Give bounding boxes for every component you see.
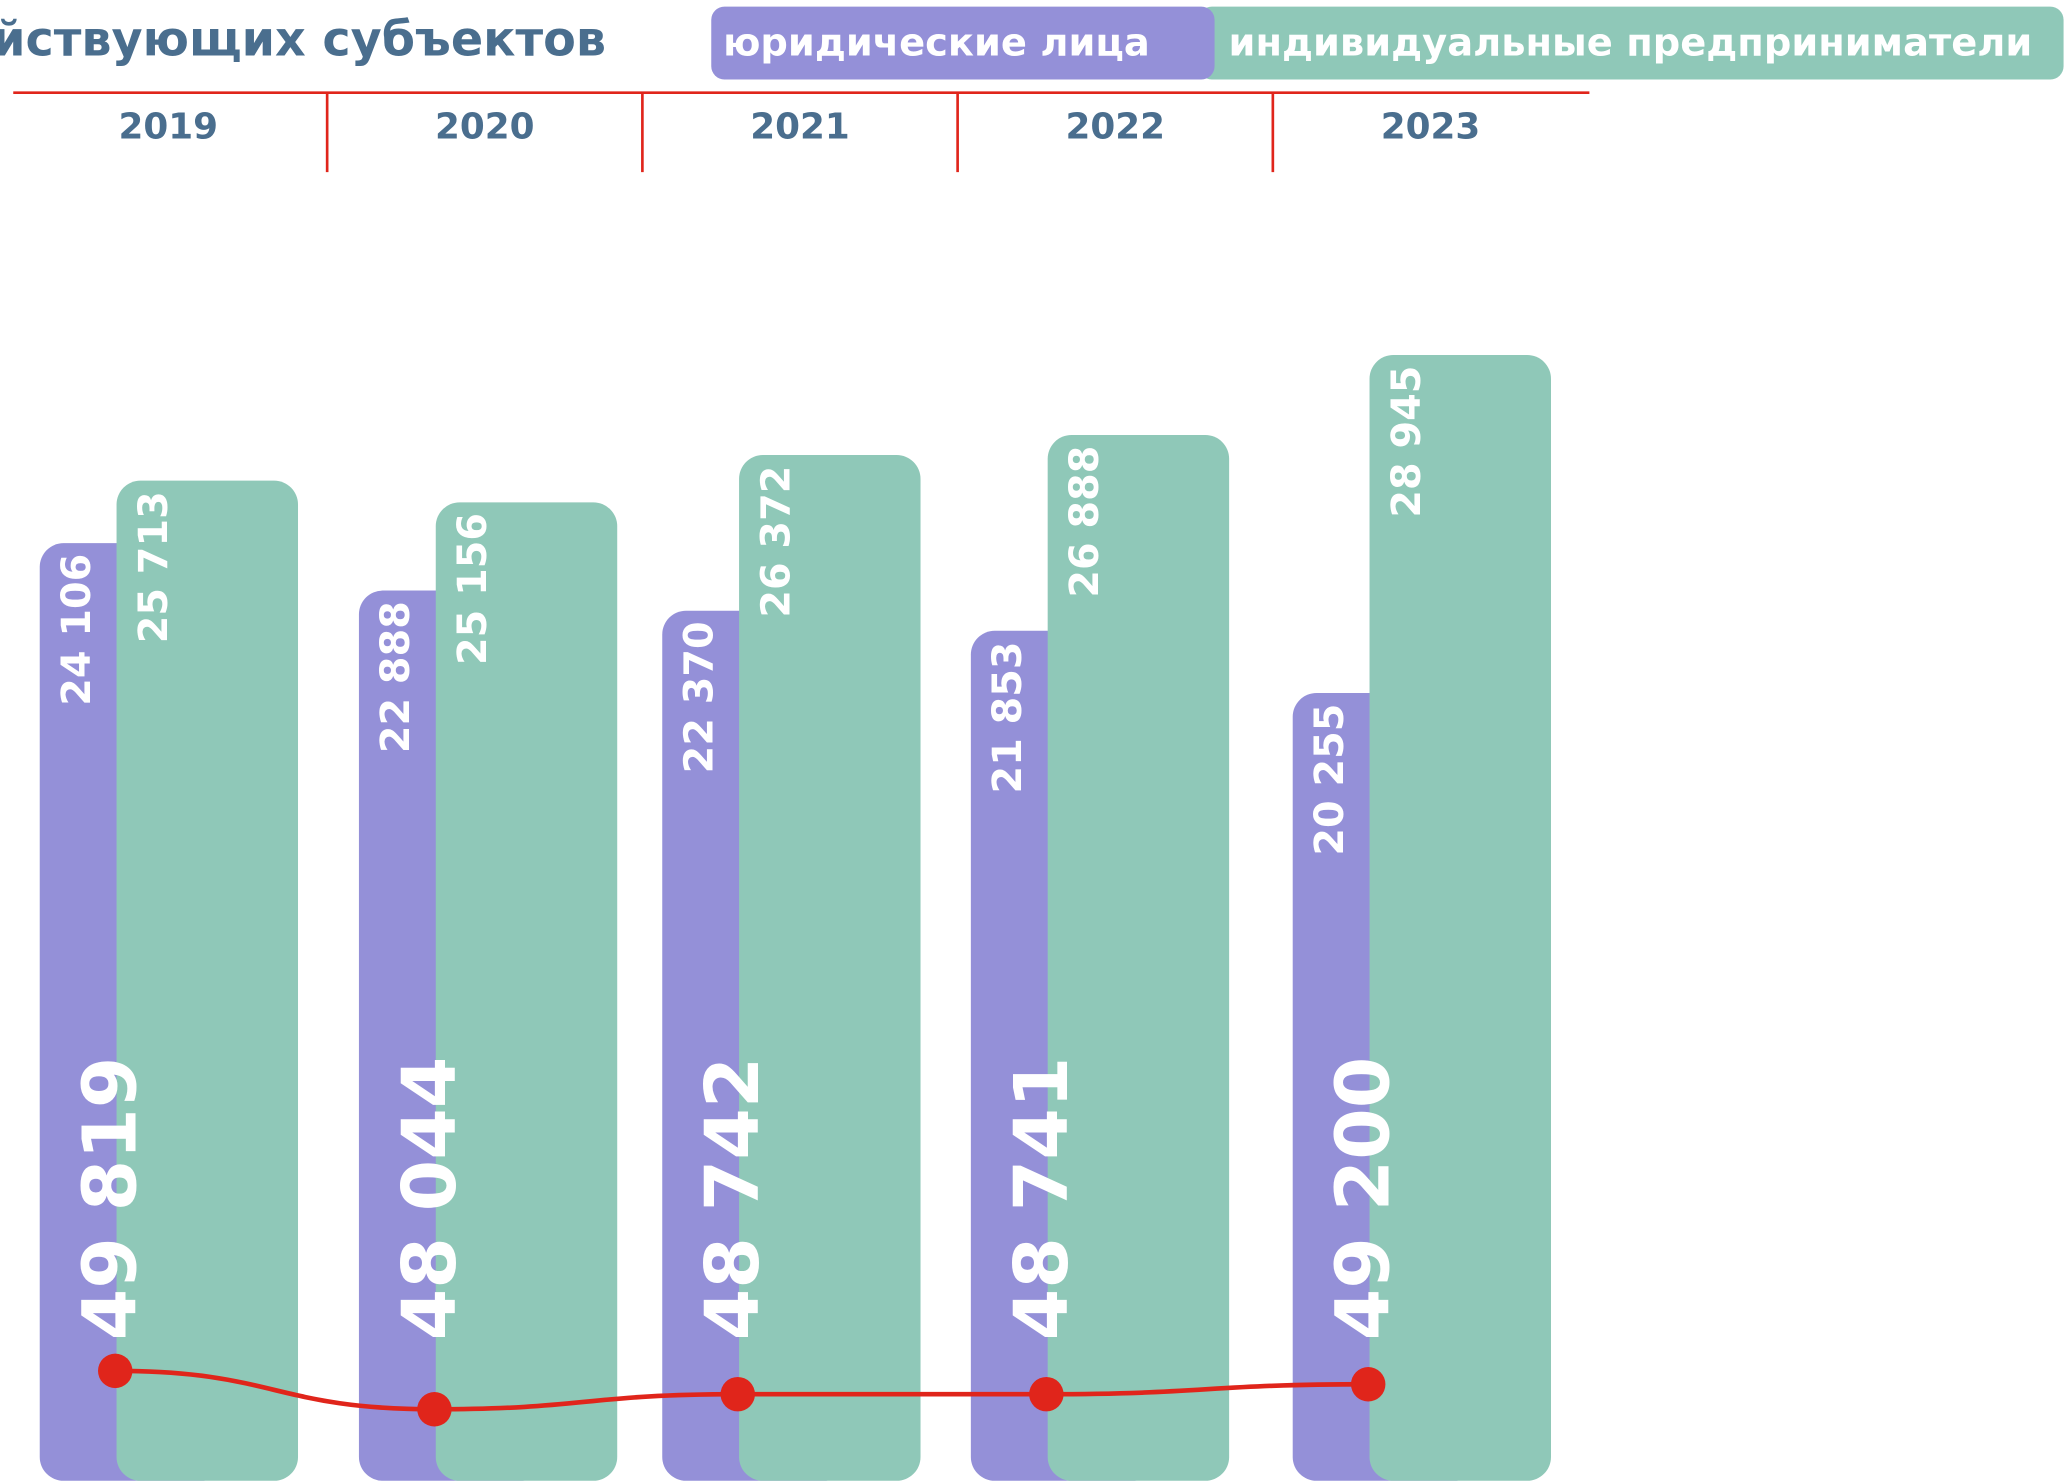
chart-title: йствующих субъектов <box>0 12 606 67</box>
value-label: 22 888 <box>373 601 419 753</box>
chart-body: йствующих субъектов юридические лица инд… <box>0 6 2064 1481</box>
total-point <box>1350 1367 1386 1402</box>
legend-swatch <box>1198 6 2064 80</box>
value-label: 22 370 <box>676 621 722 773</box>
total-label: 49 200 <box>1321 1057 1407 1341</box>
total-point <box>720 1376 755 1412</box>
x-tick-label: 2023 <box>1381 106 1481 147</box>
total-point <box>98 1353 133 1389</box>
bar <box>435 502 618 1481</box>
bar <box>116 480 299 1481</box>
value-label: 26 372 <box>753 466 799 618</box>
legend-label: индивидуальные предприниматели <box>1229 21 2033 66</box>
x-tick-label: 2020 <box>435 106 535 147</box>
x-tick-label: 2022 <box>1065 106 1165 147</box>
total-point <box>417 1392 452 1427</box>
x-tick-label: 2021 <box>750 106 850 147</box>
total-label: 48 044 <box>387 1057 473 1341</box>
bar <box>1369 354 1551 1481</box>
value-label: 21 853 <box>985 641 1031 793</box>
value-label: 20 255 <box>1307 704 1353 856</box>
value-label: 28 945 <box>1384 366 1430 518</box>
total-label: 49 819 <box>68 1057 154 1341</box>
x-tick-label: 2019 <box>118 106 217 147</box>
value-label: 25 713 <box>131 491 177 643</box>
value-label: 24 106 <box>54 554 100 706</box>
total-point <box>1029 1376 1064 1412</box>
total-label: 48 741 <box>999 1057 1085 1341</box>
value-label: 25 156 <box>450 513 496 665</box>
legend-label: юридические лица <box>723 21 1150 66</box>
bar <box>1047 434 1230 1481</box>
bar <box>739 455 921 1481</box>
legend-swatch <box>711 6 1215 80</box>
total-label: 48 742 <box>690 1057 776 1341</box>
value-label: 26 888 <box>1062 446 1108 598</box>
